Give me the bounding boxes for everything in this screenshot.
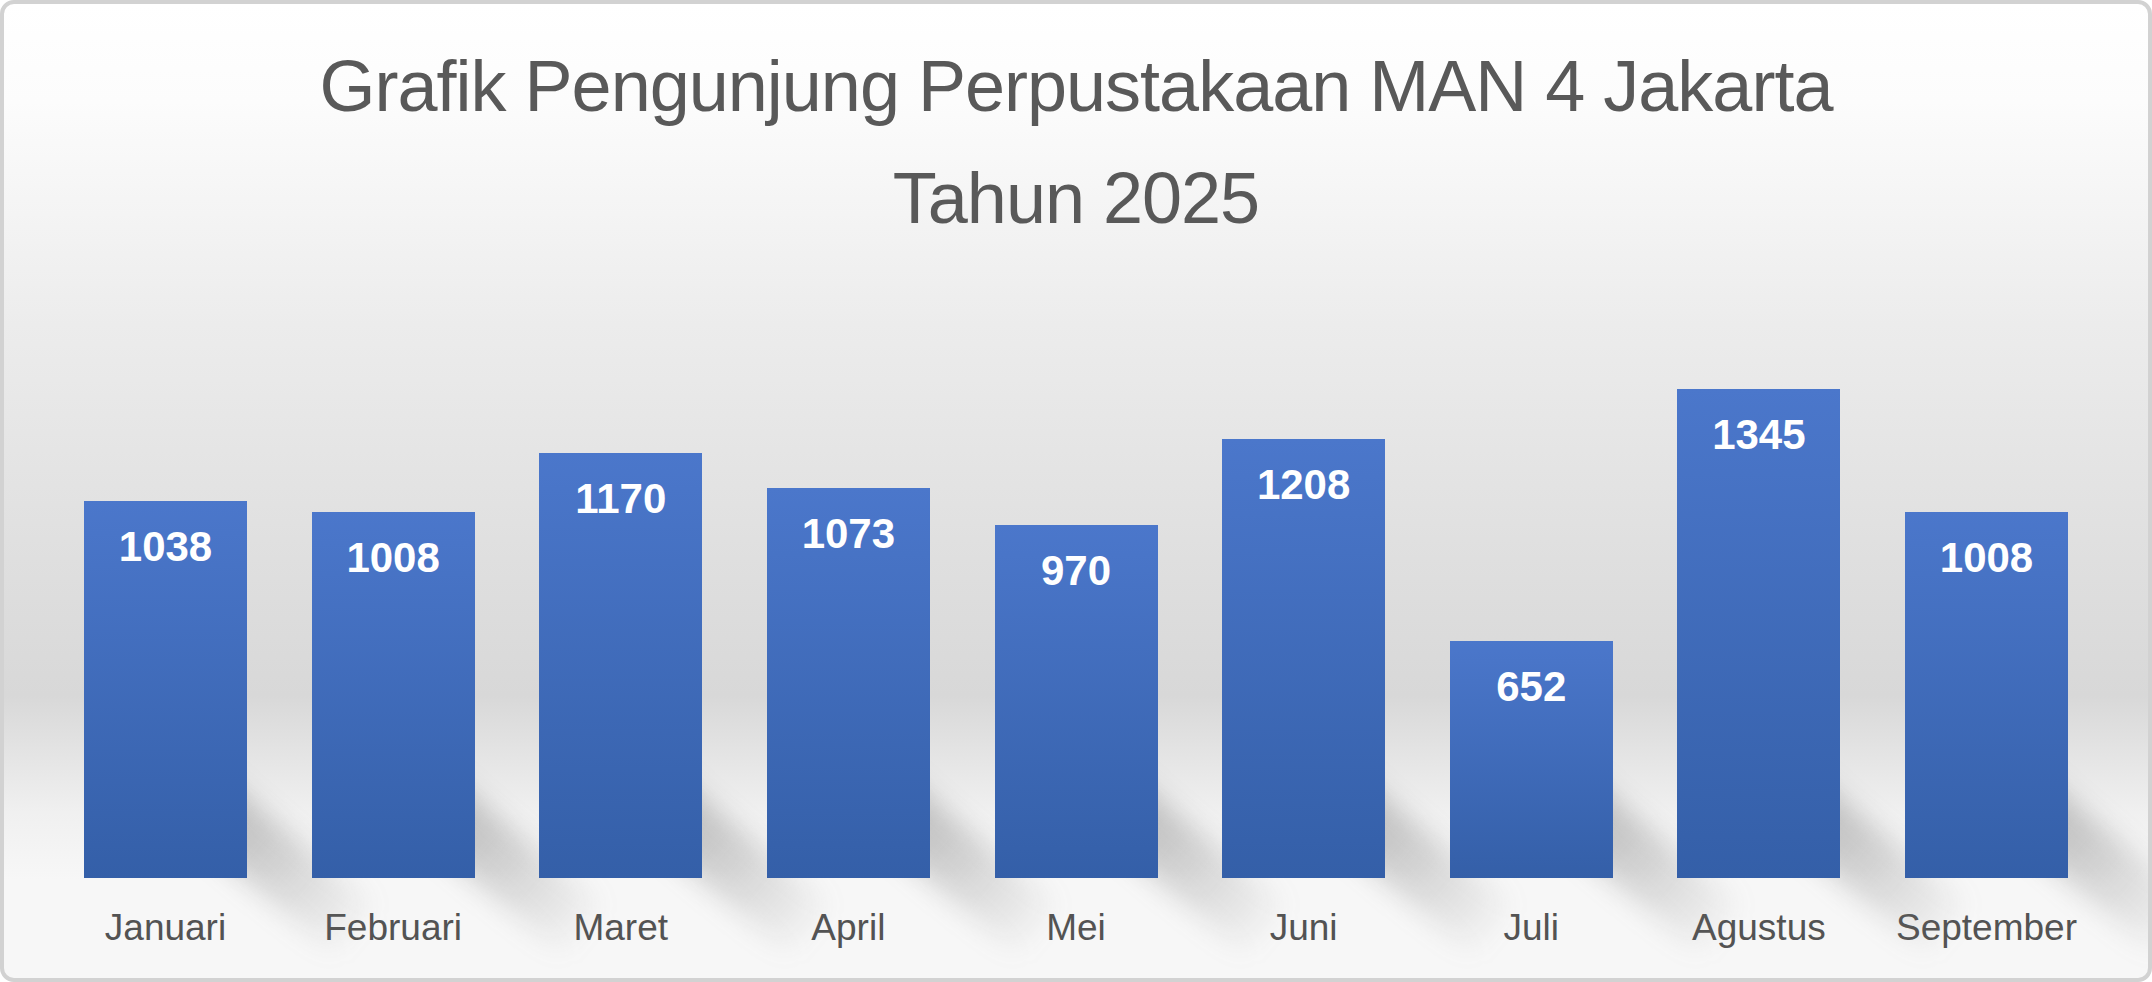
category-label: Januari: [105, 878, 226, 978]
bar-group: 1038 Januari: [84, 501, 247, 978]
bar-value-label: 1345: [1677, 389, 1840, 459]
bar[interactable]: 1208: [1222, 439, 1385, 878]
bar[interactable]: 970: [995, 525, 1158, 878]
chart-title-line2: Tahun 2025: [893, 158, 1259, 238]
bar-value-label: 1170: [539, 453, 702, 523]
bar[interactable]: 652: [1450, 641, 1613, 878]
category-label: Juni: [1270, 878, 1338, 978]
bar-chart: Grafik Pengunjung Perpustakaan MAN 4 Jak…: [0, 0, 2152, 982]
bar[interactable]: 1073: [767, 488, 930, 878]
bar[interactable]: 1008: [1905, 512, 2068, 878]
chart-title: Grafik Pengunjung Perpustakaan MAN 4 Jak…: [4, 30, 2148, 254]
chart-title-line1: Grafik Pengunjung Perpustakaan MAN 4 Jak…: [320, 46, 1833, 126]
bar-value-label: 1008: [312, 512, 475, 582]
category-label: April: [811, 878, 885, 978]
plot-area: 1038 Januari 1008 Februari 1170 Maret 10…: [84, 389, 2068, 978]
bar-value-label: 1008: [1905, 512, 2068, 582]
category-label: Juli: [1503, 878, 1559, 978]
bar-value-label: 1208: [1222, 439, 1385, 509]
bar[interactable]: 1038: [84, 501, 247, 878]
bar-value-label: 652: [1450, 641, 1613, 711]
bar[interactable]: 1170: [539, 453, 702, 878]
bar[interactable]: 1345: [1677, 389, 1840, 878]
category-label: Mei: [1046, 878, 1106, 978]
bar-value-label: 970: [995, 525, 1158, 595]
bar-value-label: 1038: [84, 501, 247, 571]
bar[interactable]: 1008: [312, 512, 475, 878]
bar-value-label: 1073: [767, 488, 930, 558]
